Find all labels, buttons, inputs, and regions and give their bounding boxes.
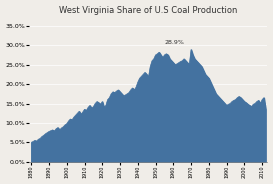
Text: 28.9%: 28.9%: [164, 40, 184, 45]
Title: West Virginia Share of U.S Coal Production: West Virginia Share of U.S Coal Producti…: [59, 6, 238, 15]
